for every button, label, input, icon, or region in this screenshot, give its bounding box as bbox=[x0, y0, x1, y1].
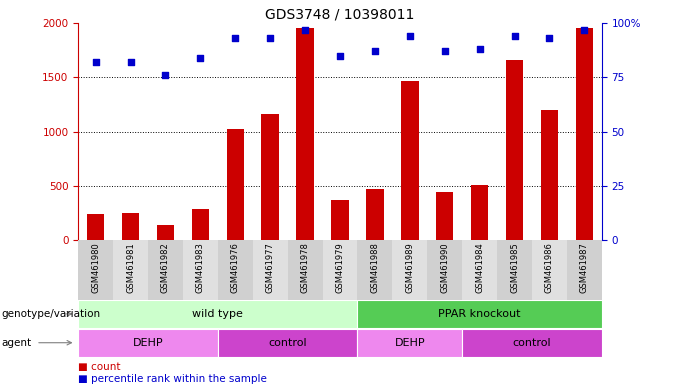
Text: GSM461978: GSM461978 bbox=[301, 242, 309, 293]
Bar bbox=[253, 240, 288, 300]
Bar bbox=[183, 240, 218, 300]
Point bbox=[544, 35, 555, 41]
Bar bbox=[122, 214, 139, 240]
Bar bbox=[541, 110, 558, 240]
Text: wild type: wild type bbox=[192, 309, 243, 319]
Point bbox=[265, 35, 275, 41]
Bar bbox=[192, 209, 209, 240]
Text: GSM461989: GSM461989 bbox=[405, 242, 414, 293]
Point bbox=[125, 59, 136, 65]
Bar bbox=[148, 240, 183, 300]
Bar bbox=[78, 300, 358, 328]
Bar bbox=[358, 240, 392, 300]
Point bbox=[509, 33, 520, 39]
Bar bbox=[331, 200, 349, 240]
Text: PPAR knockout: PPAR knockout bbox=[439, 309, 521, 319]
Bar bbox=[567, 240, 602, 300]
Text: GSM461990: GSM461990 bbox=[440, 242, 449, 293]
Text: GSM461979: GSM461979 bbox=[335, 242, 345, 293]
Bar bbox=[296, 28, 313, 240]
Text: GSM461981: GSM461981 bbox=[126, 242, 135, 293]
Bar bbox=[471, 185, 488, 240]
Bar bbox=[261, 114, 279, 240]
Bar bbox=[462, 240, 497, 300]
Text: control: control bbox=[269, 338, 307, 348]
Bar bbox=[392, 240, 427, 300]
Point bbox=[579, 26, 590, 33]
Text: agent: agent bbox=[1, 338, 31, 348]
Point bbox=[474, 46, 485, 52]
Text: ■ percentile rank within the sample: ■ percentile rank within the sample bbox=[78, 374, 267, 384]
Bar bbox=[358, 300, 602, 328]
Text: DEHP: DEHP bbox=[394, 338, 425, 348]
Title: GDS3748 / 10398011: GDS3748 / 10398011 bbox=[265, 8, 415, 22]
Text: control: control bbox=[513, 338, 551, 348]
Text: GSM461986: GSM461986 bbox=[545, 242, 554, 293]
Text: GSM461988: GSM461988 bbox=[371, 242, 379, 293]
Bar bbox=[218, 329, 358, 356]
Bar bbox=[358, 329, 462, 356]
Bar bbox=[575, 28, 593, 240]
Text: GSM461987: GSM461987 bbox=[580, 242, 589, 293]
Text: GSM461977: GSM461977 bbox=[266, 242, 275, 293]
Bar bbox=[156, 225, 174, 240]
Point bbox=[90, 59, 101, 65]
Text: GSM461985: GSM461985 bbox=[510, 242, 519, 293]
Bar bbox=[436, 192, 454, 240]
Point bbox=[300, 26, 311, 33]
Bar bbox=[288, 240, 322, 300]
Text: GSM461976: GSM461976 bbox=[231, 242, 240, 293]
Text: GSM461982: GSM461982 bbox=[161, 242, 170, 293]
Bar bbox=[401, 81, 418, 240]
Bar bbox=[462, 329, 602, 356]
Bar bbox=[366, 189, 384, 240]
Text: GSM461980: GSM461980 bbox=[91, 242, 100, 293]
Text: ■ count: ■ count bbox=[78, 361, 121, 372]
Bar bbox=[506, 60, 524, 240]
Bar bbox=[532, 240, 567, 300]
Point bbox=[369, 48, 380, 54]
Bar bbox=[87, 214, 105, 240]
Text: DEHP: DEHP bbox=[133, 338, 163, 348]
Text: GSM461984: GSM461984 bbox=[475, 242, 484, 293]
Point bbox=[335, 53, 345, 59]
Bar bbox=[78, 240, 113, 300]
Bar bbox=[113, 240, 148, 300]
Text: genotype/variation: genotype/variation bbox=[1, 309, 101, 319]
Bar bbox=[218, 240, 253, 300]
Point bbox=[195, 55, 206, 61]
Bar bbox=[427, 240, 462, 300]
Bar bbox=[497, 240, 532, 300]
Bar bbox=[226, 129, 244, 240]
Point bbox=[230, 35, 241, 41]
Bar bbox=[322, 240, 358, 300]
Bar bbox=[78, 329, 218, 356]
Point bbox=[160, 72, 171, 78]
Point bbox=[439, 48, 450, 54]
Text: GSM461983: GSM461983 bbox=[196, 242, 205, 293]
Point bbox=[405, 33, 415, 39]
